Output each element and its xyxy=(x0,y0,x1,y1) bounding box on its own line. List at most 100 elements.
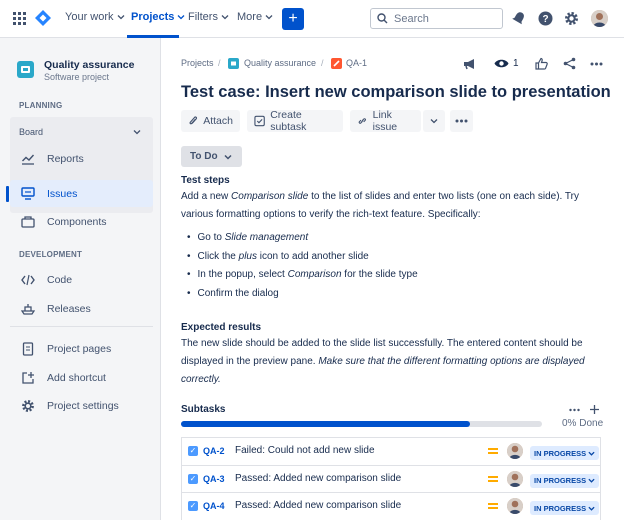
breadcrumb-project[interactable]: Quality assurance xyxy=(244,58,317,68)
link-issue-button[interactable]: Link issue xyxy=(350,109,421,133)
link-icon xyxy=(358,118,366,124)
nav-projects-label: Projects xyxy=(131,11,175,23)
create-subtask-button[interactable]: Create subtask xyxy=(247,109,343,133)
subtask-summary[interactable]: Passed: Added new comparison slide xyxy=(235,500,402,511)
nav-filters[interactable]: Filters xyxy=(188,11,229,23)
subtask-checkbox-icon: ✓ xyxy=(188,501,198,511)
search-placeholder: Search xyxy=(394,12,429,25)
test-steps-intro[interactable]: Add a new Comparison slide to the list o… xyxy=(181,191,580,220)
breadcrumb-separator: / xyxy=(321,58,324,68)
code-icon xyxy=(20,272,36,288)
nav-your-work-label: Your work xyxy=(65,11,114,23)
more-actions-icon[interactable] xyxy=(590,62,603,66)
nav-projects[interactable]: Projects xyxy=(131,11,185,23)
status-dropdown[interactable]: To Do xyxy=(181,146,242,167)
assignee-avatar[interactable] xyxy=(507,443,523,459)
nav-more-label: More xyxy=(237,11,263,23)
chart-line-icon xyxy=(20,151,36,167)
subtasks-heading: Subtasks xyxy=(181,404,226,415)
sidebar-item-label: Code xyxy=(47,273,73,286)
development-section-label: DEVELOPMENT xyxy=(19,250,83,259)
assignee-avatar[interactable] xyxy=(507,470,523,487)
expected-results-text[interactable]: The new slide should be added to the sli… xyxy=(181,338,585,385)
status-lozenge-label: IN PROGRESS xyxy=(534,503,587,513)
chevron-down-icon xyxy=(265,15,273,20)
subtask-icon xyxy=(254,115,265,127)
breadcrumb-separator: / xyxy=(218,58,221,68)
sidebar-item-label: Add shortcut xyxy=(47,371,106,384)
sidebar-divider xyxy=(10,326,153,327)
subtask-checkbox-icon: ✓ xyxy=(188,446,198,456)
sidebar-item-issues[interactable]: Issues xyxy=(10,180,153,207)
create-subtask-label: Create subtask xyxy=(270,109,307,133)
breadcrumb-issue-key[interactable]: QA-1 xyxy=(346,58,368,68)
chevron-down-icon xyxy=(221,15,229,20)
chevron-down-icon[interactable] xyxy=(133,128,141,136)
settings-gear-icon[interactable] xyxy=(564,11,579,26)
sidebar-item-label: Project pages xyxy=(47,342,112,355)
notifications-icon[interactable] xyxy=(512,11,526,25)
subtask-key[interactable]: QA-4 xyxy=(203,501,225,511)
sidebar-item-reports[interactable]: Reports xyxy=(10,145,153,172)
subtask-row[interactable]: ✓ QA-3 Passed: Added new comparison slid… xyxy=(182,466,600,493)
board-label: Board xyxy=(19,127,44,137)
sidebar-item-code[interactable]: Code xyxy=(10,266,153,293)
subtask-key[interactable]: QA-2 xyxy=(203,446,225,456)
create-button[interactable]: + xyxy=(282,8,304,30)
project-avatar-icon xyxy=(17,61,34,78)
chevron-down-icon xyxy=(224,154,232,160)
vote-thumbs-up-icon[interactable] xyxy=(535,57,548,70)
link-issue-dropdown-button[interactable] xyxy=(423,110,445,132)
svg-text:?: ? xyxy=(542,14,548,25)
watcher-count[interactable]: 1 xyxy=(513,58,519,69)
feedback-megaphone-icon[interactable] xyxy=(463,58,477,70)
sidebar-item-add-shortcut[interactable]: Add shortcut xyxy=(10,364,153,391)
subtasks-progress-bar xyxy=(181,421,542,427)
assignee-avatar[interactable] xyxy=(507,498,523,514)
toolbar-more-button[interactable] xyxy=(450,110,473,132)
chevron-down-icon xyxy=(588,451,595,456)
sidebar-item-label: Releases xyxy=(47,302,91,315)
nav-your-work[interactable]: Your work xyxy=(65,11,125,23)
subtask-summary[interactable]: Passed: Added new comparison slide xyxy=(235,472,402,484)
sidebar-item-project-pages[interactable]: Project pages xyxy=(10,335,153,362)
add-subtask-plus-icon[interactable] xyxy=(589,404,600,415)
issues-icon xyxy=(20,186,36,202)
issue-title[interactable]: Test case: Insert new comparison slide t… xyxy=(181,83,611,101)
subtask-row[interactable]: ✓ QA-2 Failed: Could not add new slide I… xyxy=(182,438,600,466)
subtasks-more-icon[interactable] xyxy=(569,408,580,412)
subtask-summary[interactable]: Failed: Could not add new slide xyxy=(235,445,375,456)
planning-section-label: PLANNING xyxy=(19,101,63,110)
subtasks-table: ✓ QA-2 Failed: Could not add new slide I… xyxy=(181,437,601,520)
user-avatar[interactable] xyxy=(591,10,608,27)
subtask-row[interactable]: ✓ QA-4 Passed: Added new comparison slid… xyxy=(182,493,600,520)
project-name[interactable]: Quality assurance xyxy=(44,59,135,71)
nav-active-indicator xyxy=(127,35,179,38)
more-icon xyxy=(455,119,468,123)
page-icon xyxy=(20,341,36,357)
subtask-status-dropdown[interactable]: IN PROGRESS xyxy=(530,473,600,488)
watch-eye-icon[interactable] xyxy=(494,58,509,69)
app-switcher-icon[interactable] xyxy=(13,12,26,25)
status-label: To Do xyxy=(190,151,218,162)
share-icon[interactable] xyxy=(563,57,576,70)
subtask-status-dropdown[interactable]: IN PROGRESS xyxy=(530,501,600,515)
subtask-status-dropdown[interactable]: IN PROGRESS xyxy=(530,446,600,460)
project-small-icon xyxy=(228,58,239,69)
help-icon[interactable]: ? xyxy=(538,11,553,26)
gear-icon xyxy=(20,398,36,414)
attach-button[interactable]: Attach xyxy=(181,110,240,132)
priority-medium-icon xyxy=(488,448,498,456)
sidebar-item-label: Project settings xyxy=(47,399,119,412)
sidebar-item-components[interactable]: Components xyxy=(10,208,153,235)
sidebar-item-project-settings[interactable]: Project settings xyxy=(10,392,153,419)
search-icon xyxy=(377,13,388,24)
subtask-key[interactable]: QA-3 xyxy=(203,473,225,484)
subtasks-progress-fill xyxy=(181,421,470,427)
sidebar-item-releases[interactable]: Releases xyxy=(10,295,153,322)
search-input[interactable]: Search xyxy=(370,8,503,29)
priority-medium-icon xyxy=(488,475,498,484)
breadcrumb-projects[interactable]: Projects xyxy=(181,58,214,68)
nav-more[interactable]: More xyxy=(237,11,273,23)
jira-logo-icon[interactable] xyxy=(35,10,51,26)
